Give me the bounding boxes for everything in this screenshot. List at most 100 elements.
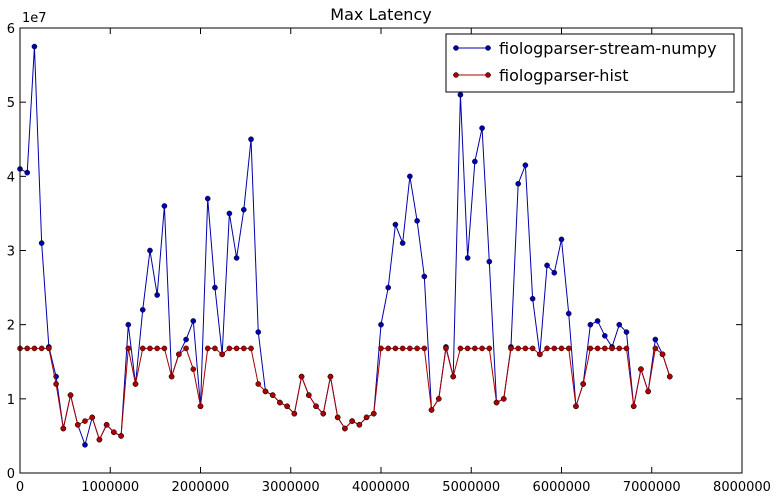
series-2-point (529, 345, 536, 352)
series-1-point (139, 307, 146, 313)
series-2-point (233, 345, 240, 352)
series-2-point (609, 345, 615, 352)
series-1-point (183, 336, 189, 343)
series-2-point (486, 345, 493, 352)
series-2-point (421, 345, 428, 352)
series-2-point (616, 345, 623, 352)
series-2-point (659, 351, 666, 358)
series-2-point (500, 396, 507, 402)
series-1-point (241, 206, 247, 213)
series-1-point (479, 125, 485, 131)
series-2-point (31, 345, 38, 352)
series-1-point (147, 247, 153, 254)
series-2-point (515, 345, 521, 352)
series-1-point (544, 262, 550, 269)
series-2-point (176, 351, 182, 358)
series-1-point (399, 240, 406, 246)
series-2-point (580, 381, 586, 387)
series-1-point (587, 321, 594, 328)
series-2-point (269, 392, 276, 398)
series-2-point (197, 403, 204, 410)
series-2-point (320, 410, 327, 417)
series-2-point (125, 345, 132, 352)
series-2-point (89, 414, 95, 421)
legend-marker-series-2 (453, 72, 459, 78)
series-2-point (537, 351, 543, 358)
series-2-point (132, 381, 139, 387)
series-1-point (414, 218, 420, 224)
series-2-point (305, 392, 312, 398)
series-2-point (67, 392, 74, 398)
series-2-point (587, 345, 594, 352)
series-2-point (241, 345, 247, 352)
series-2-point (24, 345, 31, 352)
x-tick-label: 5000000 (442, 480, 500, 495)
series-2-point (479, 345, 485, 352)
series-2-point (327, 373, 334, 380)
y-tick-label: 1 (7, 393, 15, 408)
series-1-point (212, 284, 218, 291)
series-2-point (594, 345, 601, 352)
series-1-point (190, 318, 197, 324)
series-2-point (168, 373, 175, 380)
series-layer (17, 43, 673, 448)
series-1-point (233, 255, 240, 261)
legend-label-series-1: fiologparser-stream-numpy (499, 39, 717, 58)
series-2-point (284, 403, 290, 410)
series-1-point (154, 292, 160, 298)
y-tick-label: 0 (7, 467, 15, 482)
series-2-point (508, 345, 514, 352)
series-2-point (342, 425, 348, 432)
series-2 (17, 345, 673, 443)
series-2-point (414, 345, 420, 352)
series-1-point (248, 136, 254, 143)
series-2-point (183, 345, 189, 352)
y-tick-label: 4 (7, 170, 15, 185)
series-2-point (602, 345, 608, 352)
series-2-point (638, 366, 644, 372)
series-2-point (139, 345, 146, 352)
series-1-point (486, 258, 493, 265)
series-2-point (111, 429, 117, 436)
series-2-point (349, 418, 355, 424)
y-tick-label: 6 (7, 22, 15, 37)
legend-marker-series-1 (453, 45, 459, 51)
series-1-point (457, 91, 464, 98)
series-2-point (450, 373, 457, 380)
series-2-point (204, 345, 211, 352)
series-2-point (291, 410, 298, 417)
series-2-point (645, 388, 651, 395)
series-2-point (652, 345, 659, 352)
series-2-point (38, 345, 45, 352)
series-2-point (212, 345, 218, 352)
series-2-point (60, 425, 67, 432)
series-2-point (161, 345, 168, 352)
series-1-point (31, 43, 38, 50)
axes-layer: 0 1000000 2000000 3000000 4000000 5000000 6000… (7, 22, 771, 495)
legend-box (445, 33, 735, 93)
x-tick-label: 6000000 (533, 480, 591, 495)
series-2-point (623, 345, 630, 352)
legend-marker-series-1b (485, 45, 491, 51)
series-2-point (544, 345, 550, 352)
series-2-point (457, 345, 464, 352)
series-2-point (399, 345, 406, 352)
x-tick-label: 4000000 (352, 480, 410, 495)
series-1-point (594, 318, 601, 324)
series-2-point (82, 418, 88, 424)
series-2-point (118, 433, 124, 439)
y-tick-label: 5 (7, 96, 15, 111)
series-1-point (125, 321, 132, 328)
series-2-point (277, 399, 283, 406)
x-tick-label: 1000000 (81, 480, 139, 495)
series-1-point (161, 203, 168, 209)
series-1-point (551, 269, 558, 276)
series-2-point (313, 403, 319, 410)
series-1 (17, 43, 673, 448)
series-1-point (616, 321, 623, 328)
series-2-point (154, 345, 160, 352)
series-2-point (96, 436, 103, 443)
series-2-point (464, 345, 471, 352)
